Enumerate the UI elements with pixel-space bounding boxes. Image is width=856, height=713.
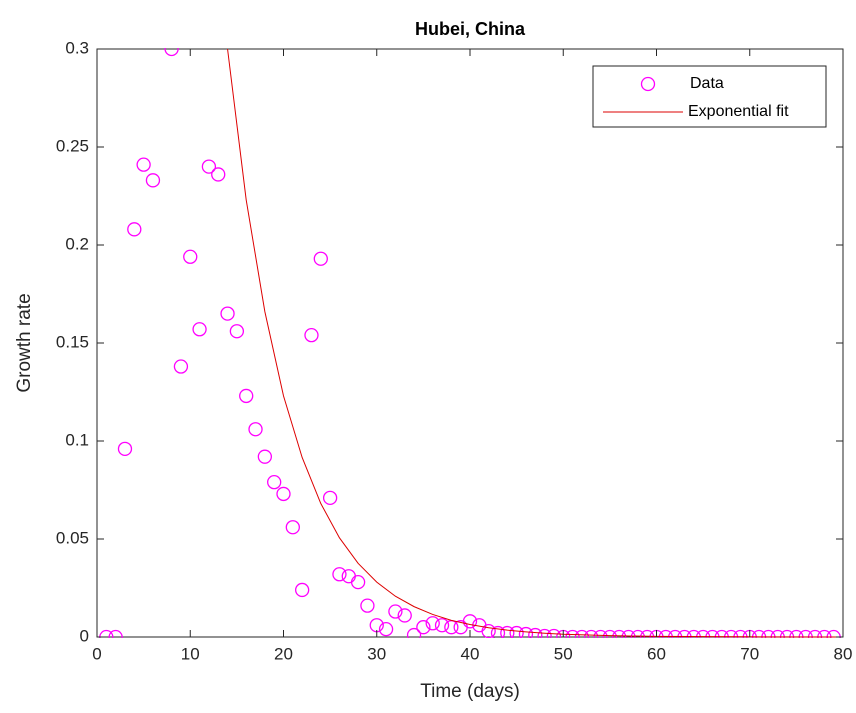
y-tick-label: 0.25 bbox=[56, 136, 89, 155]
data-point bbox=[640, 629, 655, 638]
data-point bbox=[192, 322, 207, 337]
plot-area bbox=[96, 48, 844, 638]
chart-title: Hubei, China bbox=[415, 19, 526, 39]
data-point bbox=[257, 449, 273, 464]
data-point bbox=[397, 608, 412, 623]
data-point bbox=[164, 48, 179, 57]
data-point bbox=[136, 157, 151, 172]
legend-marker bbox=[640, 76, 656, 92]
data-point bbox=[518, 626, 534, 638]
data-point bbox=[546, 628, 562, 638]
data-point bbox=[322, 490, 338, 505]
data-point bbox=[229, 324, 245, 339]
x-tick-label: 20 bbox=[274, 644, 293, 663]
legend-label: Data bbox=[690, 75, 724, 92]
fit-line bbox=[227, 48, 844, 638]
data-point bbox=[248, 422, 263, 437]
data-point bbox=[630, 629, 645, 638]
data-point bbox=[528, 627, 543, 638]
data-point bbox=[388, 604, 403, 619]
x-tick-label: 70 bbox=[740, 644, 759, 663]
x-tick-label: 50 bbox=[554, 644, 573, 663]
data-point bbox=[211, 167, 226, 182]
data-point bbox=[239, 388, 254, 404]
data-point bbox=[593, 629, 608, 638]
data-point bbox=[183, 249, 198, 264]
data-point bbox=[220, 306, 235, 321]
data-point bbox=[658, 629, 673, 638]
data-point bbox=[360, 598, 375, 613]
data-point bbox=[127, 222, 142, 237]
data-point bbox=[117, 441, 133, 456]
x-tick-label: 80 bbox=[834, 644, 853, 663]
data-point bbox=[332, 567, 347, 582]
data-point bbox=[425, 616, 440, 631]
plot-marks bbox=[99, 48, 844, 638]
legend-label: Exponential fit bbox=[688, 103, 789, 120]
data-point bbox=[481, 623, 496, 638]
y-tick-label: 0.05 bbox=[56, 528, 89, 547]
data-point bbox=[173, 359, 189, 374]
x-tick-label: 30 bbox=[367, 644, 386, 663]
data-point bbox=[267, 475, 282, 490]
data-point bbox=[462, 614, 478, 629]
data-point bbox=[378, 622, 394, 637]
data-point bbox=[416, 620, 431, 635]
x-tick-label: 10 bbox=[181, 644, 200, 663]
data-point bbox=[285, 520, 300, 535]
data-point bbox=[584, 629, 599, 638]
x-axis-label: Time (days) bbox=[420, 681, 520, 702]
y-tick-label: 0 bbox=[80, 626, 89, 645]
y-tick-label: 0.15 bbox=[56, 332, 89, 351]
data-point bbox=[500, 625, 515, 638]
data-point bbox=[537, 628, 552, 638]
data-point bbox=[612, 629, 627, 638]
x-tick-label: 40 bbox=[461, 644, 480, 663]
data-point bbox=[565, 629, 580, 638]
data-point bbox=[313, 251, 328, 266]
data-point bbox=[574, 629, 590, 638]
data-point bbox=[304, 328, 319, 343]
data-point bbox=[201, 159, 217, 174]
legend-box bbox=[592, 65, 827, 128]
y-axis-label: Growth rate bbox=[14, 293, 35, 392]
data-point bbox=[490, 625, 506, 638]
data-point bbox=[350, 574, 366, 590]
data-point bbox=[602, 629, 618, 638]
data-point bbox=[434, 618, 450, 633]
data-point bbox=[406, 627, 422, 638]
data-point bbox=[276, 486, 291, 502]
y-tick-label: 0.3 bbox=[65, 38, 89, 57]
x-tick-label: 0 bbox=[92, 644, 101, 663]
x-tick-label: 60 bbox=[647, 644, 666, 663]
data-point bbox=[621, 629, 636, 638]
data-point bbox=[509, 625, 524, 638]
data-point bbox=[108, 629, 123, 638]
data-point bbox=[145, 173, 161, 188]
y-tick-label: 0.2 bbox=[65, 234, 89, 253]
data-point bbox=[294, 582, 310, 598]
y-tick-label: 0.1 bbox=[65, 430, 89, 449]
